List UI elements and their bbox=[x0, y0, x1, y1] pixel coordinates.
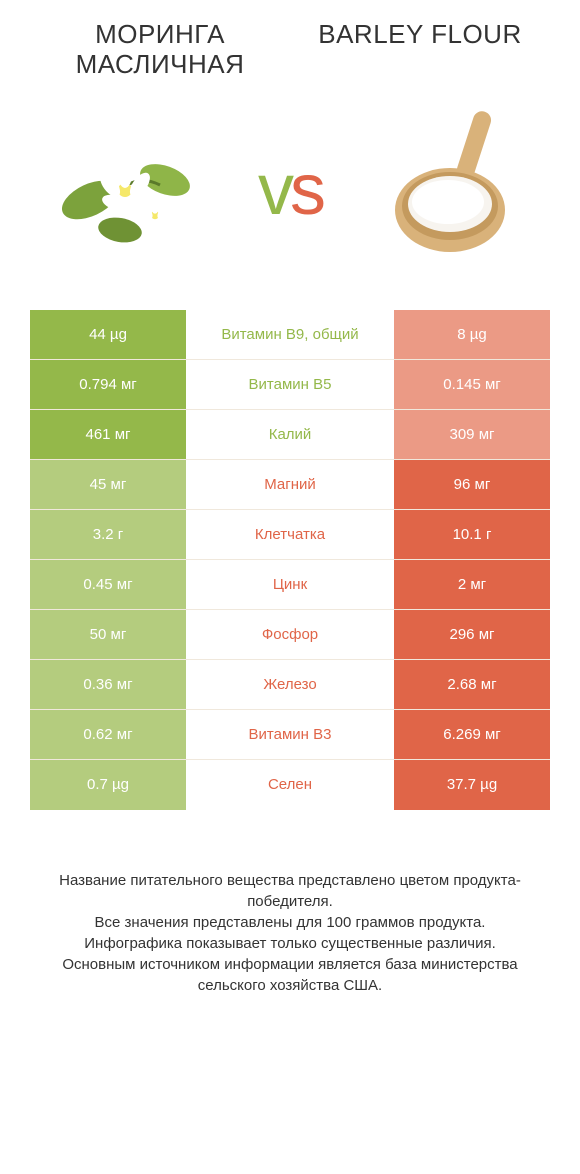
nutrient-row: 45 мгМагний96 мг bbox=[30, 460, 550, 510]
nutrient-row: 0.62 мгВитамин B36.269 мг bbox=[30, 710, 550, 760]
header-left: Моринга масличная bbox=[30, 20, 290, 80]
nutrient-label: Селен bbox=[186, 760, 394, 810]
footer-line-3: Инфографика показывает только существенн… bbox=[40, 933, 540, 954]
nutrient-row: 0.7 µgСелен37.7 µg bbox=[30, 760, 550, 810]
left-value-cell: 50 мг bbox=[30, 610, 186, 659]
right-value-cell: 37.7 µg bbox=[394, 760, 550, 810]
vs-label: vs bbox=[258, 149, 322, 231]
right-value-cell: 2.68 мг bbox=[394, 660, 550, 709]
vs-s: s bbox=[290, 150, 322, 230]
nutrient-row: 0.794 мгВитамин B50.145 мг bbox=[30, 360, 550, 410]
footer-line-1: Название питательного вещества представл… bbox=[40, 870, 540, 912]
nutrient-row: 0.45 мгЦинк2 мг bbox=[30, 560, 550, 610]
left-product-title: Моринга масличная bbox=[30, 20, 290, 80]
right-value-cell: 96 мг bbox=[394, 460, 550, 509]
left-product-image bbox=[50, 110, 210, 270]
nutrient-label: Калий bbox=[186, 410, 394, 459]
right-product-title: Barley Flour bbox=[290, 20, 550, 50]
left-value-cell: 44 µg bbox=[30, 310, 186, 359]
left-value-cell: 45 мг bbox=[30, 460, 186, 509]
left-value-cell: 0.7 µg bbox=[30, 760, 186, 810]
left-value-cell: 0.36 мг bbox=[30, 660, 186, 709]
right-value-cell: 309 мг bbox=[394, 410, 550, 459]
nutrient-label: Железо bbox=[186, 660, 394, 709]
left-value-cell: 0.62 мг bbox=[30, 710, 186, 759]
nutrient-label: Витамин B9, общий bbox=[186, 310, 394, 359]
nutrient-label: Магний bbox=[186, 460, 394, 509]
header-row: Моринга масличная Barley Flour bbox=[30, 20, 550, 80]
nutrient-label: Фосфор bbox=[186, 610, 394, 659]
right-value-cell: 8 µg bbox=[394, 310, 550, 359]
infographic-container: Моринга масличная Barley Flour bbox=[0, 0, 580, 1026]
left-value-cell: 0.794 мг bbox=[30, 360, 186, 409]
right-value-cell: 10.1 г bbox=[394, 510, 550, 559]
nutrient-label: Витамин B5 bbox=[186, 360, 394, 409]
right-value-cell: 2 мг bbox=[394, 560, 550, 609]
left-value-cell: 3.2 г bbox=[30, 510, 186, 559]
nutrient-label: Витамин B3 bbox=[186, 710, 394, 759]
right-product-image bbox=[370, 110, 530, 270]
images-row: vs bbox=[30, 110, 550, 270]
footer-line-4: Основным источником информации является … bbox=[40, 954, 540, 996]
nutrient-row: 461 мгКалий309 мг bbox=[30, 410, 550, 460]
nutrient-table: 44 µgВитамин B9, общий8 µg0.794 мгВитами… bbox=[30, 310, 550, 810]
footer-notes: Название питательного вещества представл… bbox=[30, 870, 550, 996]
nutrient-row: 3.2 гКлетчатка10.1 г bbox=[30, 510, 550, 560]
vs-v: v bbox=[258, 150, 290, 230]
nutrient-row: 50 мгФосфор296 мг bbox=[30, 610, 550, 660]
nutrient-row: 44 µgВитамин B9, общий8 µg bbox=[30, 310, 550, 360]
right-value-cell: 296 мг bbox=[394, 610, 550, 659]
left-value-cell: 0.45 мг bbox=[30, 560, 186, 609]
left-value-cell: 461 мг bbox=[30, 410, 186, 459]
right-value-cell: 6.269 мг bbox=[394, 710, 550, 759]
nutrient-label: Клетчатка bbox=[186, 510, 394, 559]
moringa-icon bbox=[50, 110, 210, 270]
header-right: Barley Flour bbox=[290, 20, 550, 50]
footer-line-2: Все значения представлены для 100 граммо… bbox=[40, 912, 540, 933]
spoon-flour-icon bbox=[370, 110, 530, 270]
right-value-cell: 0.145 мг bbox=[394, 360, 550, 409]
nutrient-row: 0.36 мгЖелезо2.68 мг bbox=[30, 660, 550, 710]
nutrient-label: Цинк bbox=[186, 560, 394, 609]
